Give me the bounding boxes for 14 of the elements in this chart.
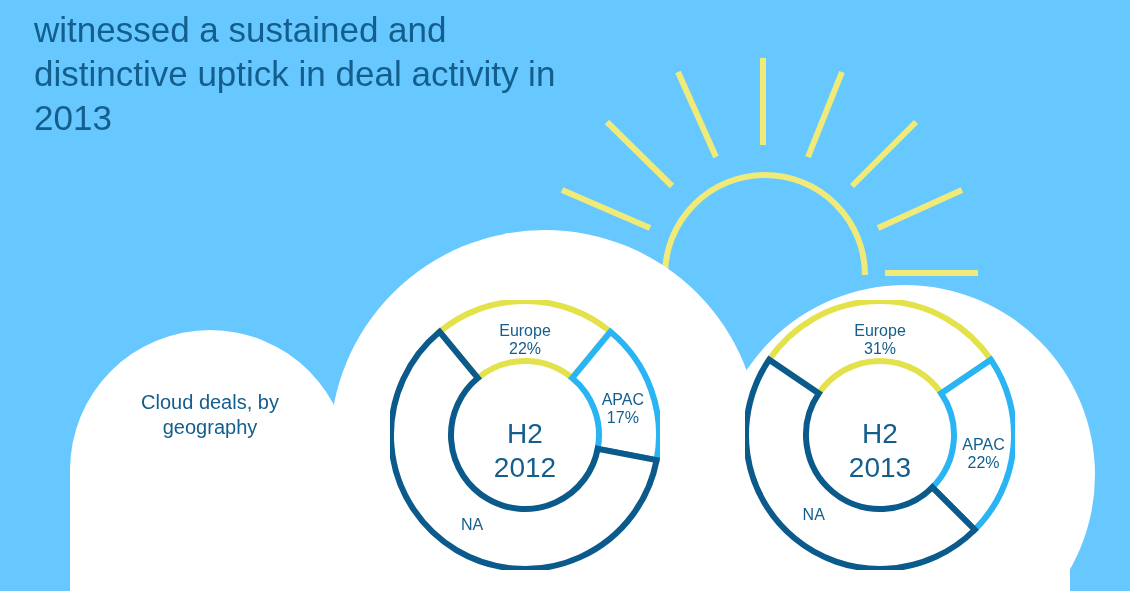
text: Cloud deals, by geography [140, 390, 280, 440]
text: witnessed a sustained and distinctive uptick in deal activity in 2013 [34, 9, 557, 139]
slice-label: APAC [962, 435, 1005, 453]
slice-label: Europe [854, 322, 906, 339]
slice-label: NA [460, 515, 484, 533]
slice-label: Europe [499, 322, 551, 339]
text: H2 2012 [493, 418, 557, 483]
data-label: 31% [863, 340, 897, 357]
slice-label: NA [802, 506, 826, 524]
data-label: 22% [967, 453, 1000, 471]
text: H2 2013 [848, 418, 912, 483]
data-label: 22% [508, 340, 542, 357]
slice-label: APAC [601, 390, 645, 408]
data-label: 17% [606, 408, 639, 426]
